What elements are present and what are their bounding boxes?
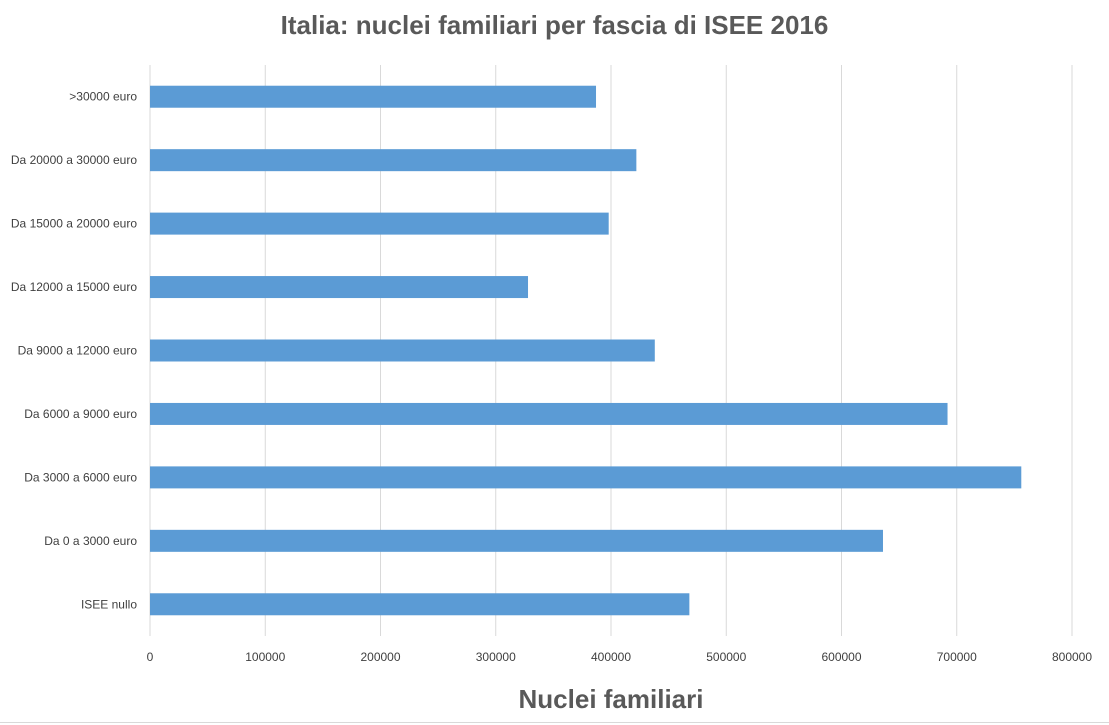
bar (150, 402, 948, 425)
bar (150, 85, 597, 108)
bars (150, 85, 1022, 616)
category-label: Da 9000 a 12000 euro (18, 344, 138, 358)
x-tick-label: 600000 (821, 650, 861, 664)
bar (150, 339, 655, 362)
category-labels: ISEE nullo Da 0 a 3000 euro Da 3000 a 6000… (11, 90, 137, 612)
x-tick-label: 300000 (476, 650, 516, 664)
x-tick-label: 100000 (245, 650, 285, 664)
x-tick-label: 800000 (1052, 650, 1092, 664)
bar (150, 529, 883, 552)
category-label: Da 0 a 3000 euro (44, 534, 137, 548)
x-tick-label: 500000 (706, 650, 746, 664)
x-tick-label: 200000 (360, 650, 400, 664)
x-tick-label: 700000 (937, 650, 977, 664)
category-label: ISEE nullo (81, 597, 137, 611)
x-axis-title: Nuclei familiari (518, 684, 704, 714)
category-label: Da 6000 a 9000 euro (24, 407, 137, 421)
bar (150, 212, 609, 235)
category-label: Da 12000 a 15000 euro (11, 280, 137, 294)
x-tick-labels: 0 100000 200000 300000 400000 500000 600000 700… (147, 650, 1093, 664)
category-label: Da 20000 a 30000 euro (11, 153, 137, 167)
chart-title: Italia: nuclei familiari per fascia di I… (280, 10, 829, 40)
bar (150, 149, 637, 172)
bar (150, 466, 1022, 489)
bar (150, 593, 690, 616)
category-label: Da 3000 a 6000 euro (24, 470, 137, 484)
category-label: >30000 euro (69, 90, 137, 104)
x-tick-label: 400000 (591, 650, 631, 664)
bar (150, 276, 529, 299)
bottom-divider (0, 722, 1109, 723)
x-tick-label: 0 (147, 650, 154, 664)
category-label: Da 15000 a 20000 euro (11, 217, 137, 231)
